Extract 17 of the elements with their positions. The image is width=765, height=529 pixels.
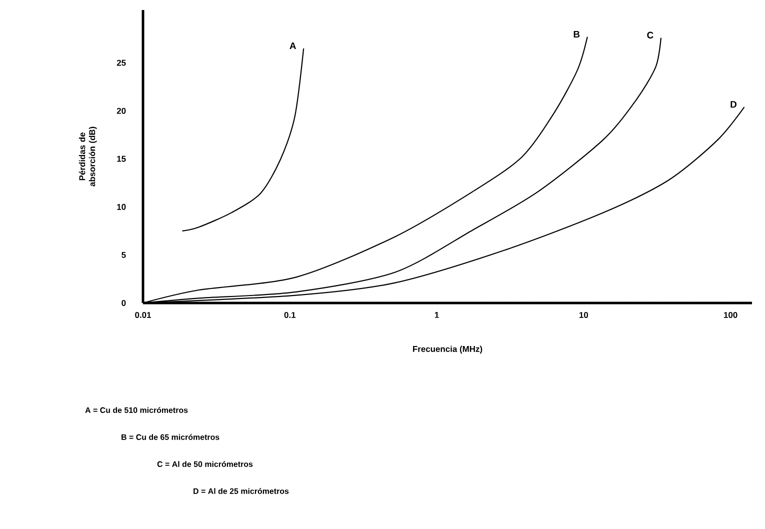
- x-tick-label: 0.01: [135, 312, 152, 318]
- y-tick-label: 5: [122, 252, 126, 258]
- y-tick-label: 10: [117, 204, 126, 210]
- series-label: B: [574, 30, 580, 38]
- x-tick-label: 0.1: [284, 312, 296, 318]
- series-label: C: [647, 32, 654, 38]
- series-label: A: [290, 42, 296, 50]
- x-tick-label: 100: [724, 312, 738, 318]
- x-tick-label: 10: [579, 312, 588, 318]
- y-axis-title: Pérdidas de absorción (dB): [78, 126, 97, 186]
- y-tick-label: 20: [116, 108, 126, 114]
- y-tick-label: 15: [117, 156, 126, 162]
- x-axis-title: Frecuencia (MHz): [413, 346, 482, 354]
- x-tick-label: 1: [434, 312, 439, 318]
- y-tick-label: 0: [122, 300, 126, 306]
- y-tick-label: 25: [116, 60, 126, 66]
- series-label: D: [730, 101, 737, 108]
